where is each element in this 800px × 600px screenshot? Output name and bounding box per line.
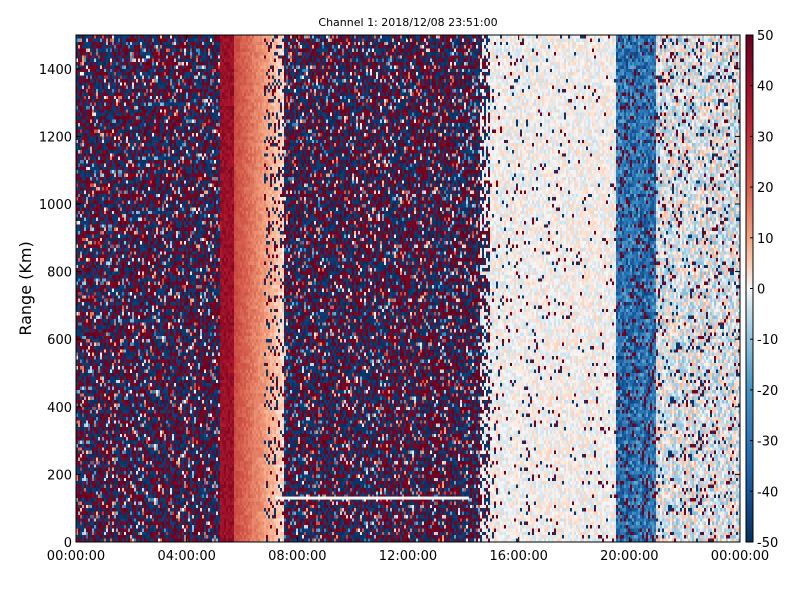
y-tick-label: 400 [47, 401, 72, 416]
y-tick-label: 200 [47, 468, 72, 483]
x-tick-label: 00:00:00 [711, 549, 769, 564]
colorbar-tick-label: 0 [757, 283, 765, 298]
colorbar-tick-label: 30 [757, 130, 774, 145]
colorbar: 50 40 30 20 10 0 -10 -20 -30 -40 -50 [745, 29, 778, 551]
plot-area [76, 35, 740, 542]
colorbar-tick-label: -30 [757, 435, 778, 450]
colorbar-tick-label: -20 [757, 384, 778, 399]
y-tick-label: 1400 [39, 63, 72, 78]
y-tick-label: 600 [47, 333, 72, 348]
colorbar-tick-label: -50 [757, 536, 778, 551]
colorbar-tick-label: 20 [757, 181, 774, 196]
chart-title: Channel 1: 2018/12/08 23:51:00 [318, 16, 497, 29]
x-tick-label: 08:00:00 [268, 549, 326, 564]
heatmap-raster [76, 35, 740, 542]
x-tick-label: 16:00:00 [489, 549, 547, 564]
colorbar-tick-label: 10 [757, 232, 774, 247]
colorbar-tick-label: 50 [757, 29, 774, 44]
y-tick-label: 0 [64, 536, 72, 551]
x-axis: 00:00:00 04:00:00 08:00:00 12:00:00 16:00:00… [47, 35, 769, 564]
x-tick-label: 04:00:00 [157, 549, 215, 564]
colorbar-tick-label: -10 [757, 333, 778, 348]
colorbar-tick-label: -40 [757, 485, 778, 500]
y-tick-label: 1200 [39, 130, 72, 145]
y-tick-label: 800 [47, 266, 72, 281]
x-tick-label: 00:00:00 [47, 549, 105, 564]
y-tick-label: 1000 [39, 198, 72, 213]
x-tick-label: 12:00:00 [379, 549, 437, 564]
y-axis: 0 200 400 600 800 1000 1200 1400 [39, 63, 740, 551]
y-axis-label: Range (Km) [16, 241, 35, 335]
streak-band [275, 496, 469, 500]
colorbar-tick-label: 40 [757, 80, 774, 95]
x-tick-label: 20:00:00 [600, 549, 658, 564]
